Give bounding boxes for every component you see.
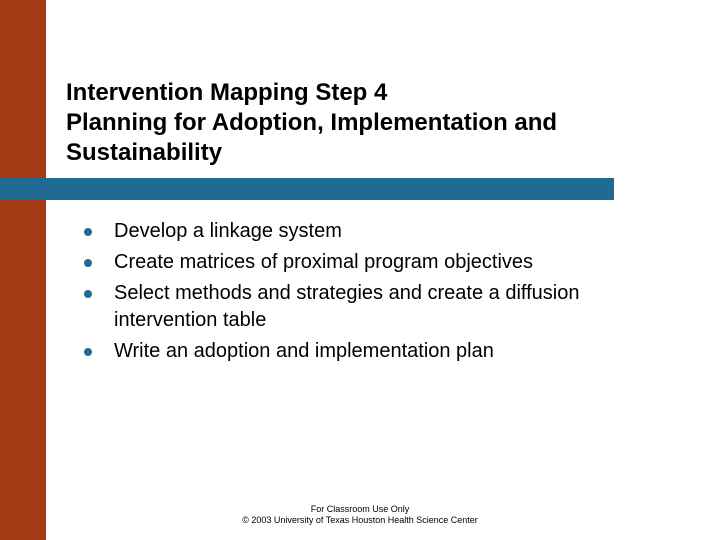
list-item: Write an adoption and implementation pla… — [84, 338, 680, 365]
bullet-text: Select methods and strategies and create… — [114, 280, 680, 334]
slide-footer: For Classroom Use Only © 2003 University… — [0, 504, 720, 527]
footer-line-1: For Classroom Use Only — [0, 504, 720, 515]
bullet-icon — [84, 228, 92, 236]
list-item: Develop a linkage system — [84, 218, 680, 245]
bullet-icon — [84, 259, 92, 267]
bullet-icon — [84, 348, 92, 356]
left-accent-bar — [0, 0, 46, 540]
bullet-text: Create matrices of proximal program obje… — [114, 249, 533, 276]
list-item: Create matrices of proximal program obje… — [84, 249, 680, 276]
bullet-list: Develop a linkage system Create matrices… — [84, 218, 680, 369]
slide-title-block: Intervention Mapping Step 4 Planning for… — [66, 78, 676, 168]
title-line-2: Planning for Adoption, Implementation an… — [66, 108, 676, 168]
bullet-text: Develop a linkage system — [114, 218, 342, 245]
list-item: Select methods and strategies and create… — [84, 280, 680, 334]
title-underline-bar — [0, 178, 614, 200]
footer-line-2: © 2003 University of Texas Houston Healt… — [0, 515, 720, 526]
title-line-1: Intervention Mapping Step 4 — [66, 78, 676, 108]
bullet-icon — [84, 290, 92, 298]
bullet-text: Write an adoption and implementation pla… — [114, 338, 494, 365]
